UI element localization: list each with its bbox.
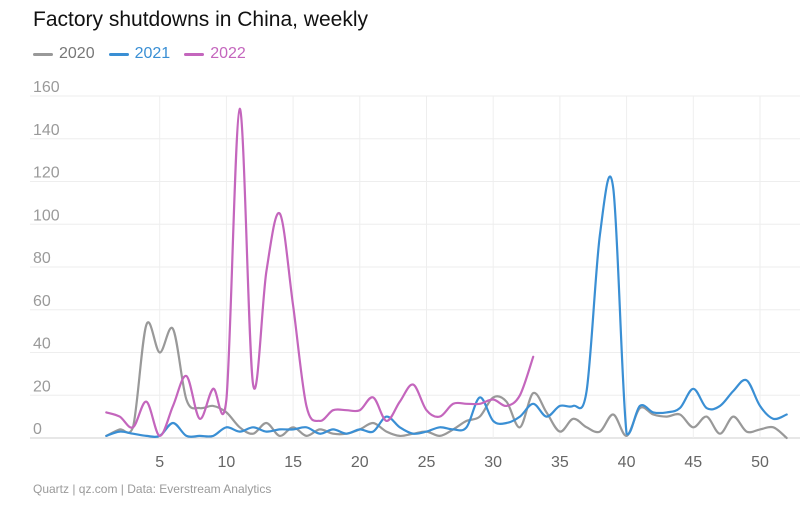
x-tick-label: 5 (155, 454, 164, 471)
x-tick-label: 30 (484, 454, 502, 471)
legend-item-2020: 2020 (33, 45, 95, 63)
y-axis: 0 20 40 60 80 100 120 140 160 (33, 79, 60, 438)
y-tick-label: 20 (33, 378, 51, 395)
y-tick-label: 100 (33, 207, 60, 224)
legend-item-2022: 2022 (184, 45, 246, 63)
x-tick-label: 25 (418, 454, 436, 471)
legend-swatch (33, 52, 53, 56)
series-lines (105, 107, 788, 440)
y-tick-label: 40 (33, 336, 51, 353)
grid (30, 95, 800, 439)
x-tick-label: 35 (551, 454, 569, 471)
series-line-2022 (105, 107, 535, 437)
legend-item-2021: 2021 (108, 45, 171, 63)
x-axis: 5 10 15 20 25 30 35 40 45 50 (155, 454, 769, 471)
chart-title: Factory shutdowns in China, weekly (33, 8, 368, 31)
x-tick-label: 50 (751, 454, 769, 471)
x-tick-label: 10 (217, 454, 235, 471)
x-tick-label: 15 (284, 454, 302, 471)
y-tick-label: 120 (33, 165, 60, 182)
y-tick-label: 80 (33, 250, 51, 267)
legend-label: 2021 (134, 45, 171, 62)
x-tick-label: 20 (351, 454, 369, 471)
legend-label: 2022 (210, 45, 246, 62)
legend: 2020 2021 2022 (33, 45, 246, 63)
legend-swatch (108, 52, 129, 56)
y-tick-label: 140 (33, 122, 60, 139)
series-line-2021 (105, 175, 788, 439)
x-tick-label: 45 (684, 454, 702, 471)
series-line-2020 (105, 321, 788, 440)
y-tick-label: 60 (33, 293, 51, 310)
y-tick-label: 0 (33, 421, 42, 438)
source-note: Quartz | qz.com | Data: Everstream Analy… (33, 482, 272, 496)
y-tick-label: 160 (33, 79, 60, 96)
legend-swatch (184, 52, 205, 56)
x-tick-label: 40 (618, 454, 636, 471)
legend-label: 2020 (59, 45, 95, 62)
